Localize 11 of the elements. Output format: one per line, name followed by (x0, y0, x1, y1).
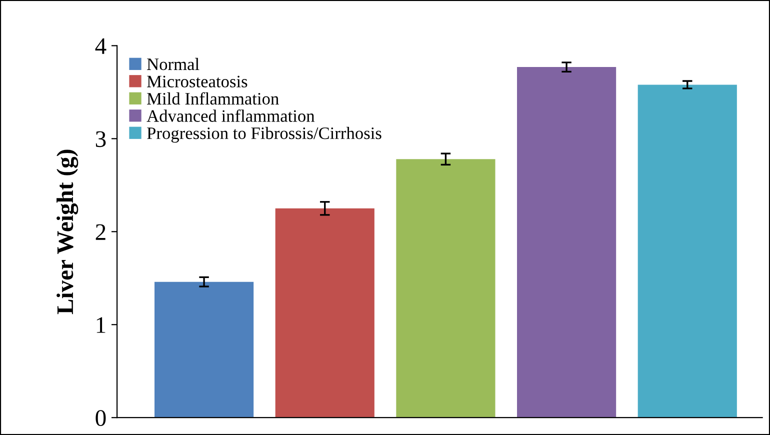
y-tick-label: 0 (96, 410, 106, 426)
legend-label: Normal (147, 58, 200, 70)
legend-label: Microsteatosis (147, 76, 248, 88)
y-axis-title: Liver Weight (g) (56, 150, 78, 314)
y-tick-label: 2 (96, 224, 106, 240)
y-tick-label: 3 (96, 131, 106, 148)
legend-label: Mild Inflammation (147, 92, 279, 105)
legend-label: Advanced inflammation (146, 109, 315, 122)
y-tick-label: 1 (96, 317, 106, 333)
y-tick-label: 4 (95, 38, 106, 54)
legend-label: Progression to Fibrossis/Cirrhosis (147, 126, 382, 143)
